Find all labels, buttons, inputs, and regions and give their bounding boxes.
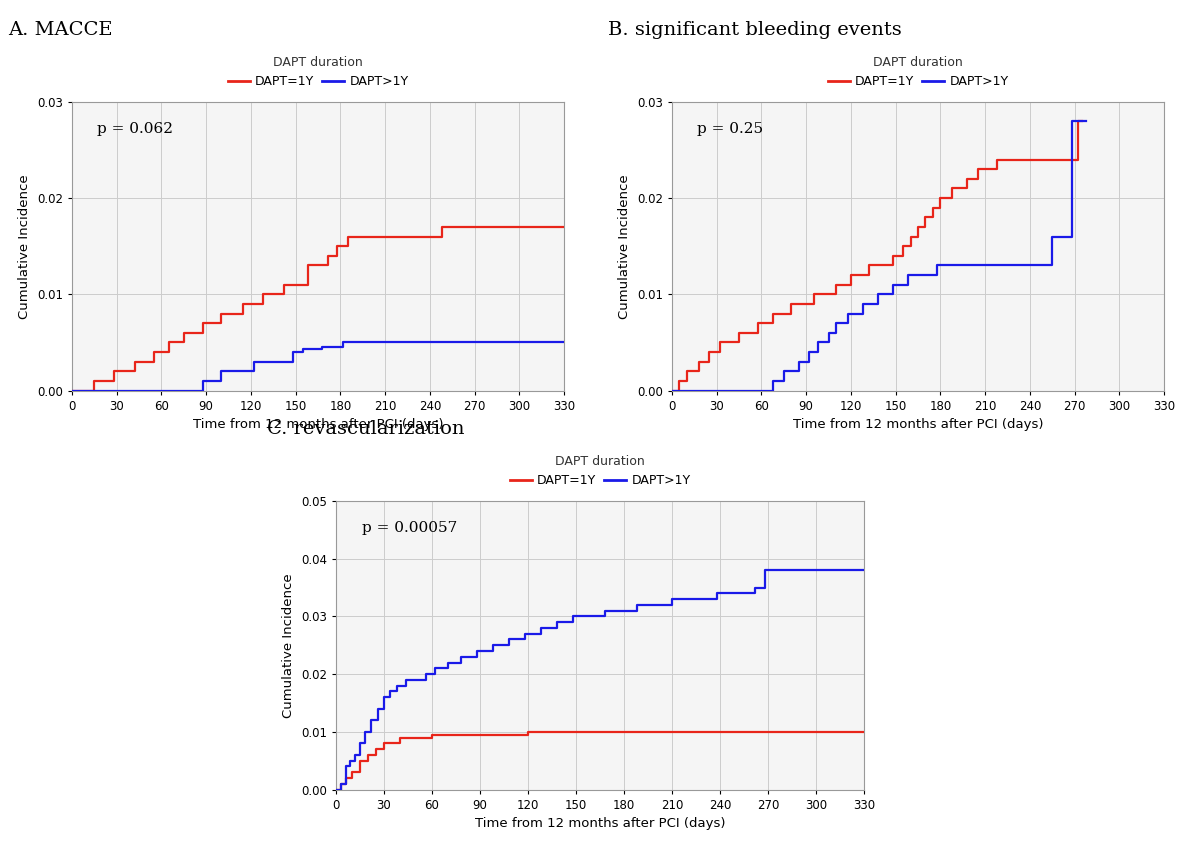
Y-axis label: Cumulative Incidence: Cumulative Incidence: [18, 174, 31, 318]
Legend: DAPT=1Y, DAPT>1Y: DAPT=1Y, DAPT>1Y: [828, 56, 1008, 88]
X-axis label: Time from 12 months after PCI (days): Time from 12 months after PCI (days): [475, 817, 725, 830]
Text: B. significant bleeding events: B. significant bleeding events: [608, 21, 901, 39]
Text: A. MACCE: A. MACCE: [8, 21, 113, 39]
Text: p = 0.00057: p = 0.00057: [362, 521, 457, 535]
Legend: DAPT=1Y, DAPT>1Y: DAPT=1Y, DAPT>1Y: [228, 56, 408, 88]
Y-axis label: Cumulative Incidence: Cumulative Incidence: [282, 573, 295, 717]
Y-axis label: Cumulative Incidence: Cumulative Incidence: [618, 174, 631, 318]
Text: p = 0.25: p = 0.25: [697, 122, 763, 136]
Text: p = 0.062: p = 0.062: [96, 122, 173, 136]
X-axis label: Time from 12 months after PCI (days): Time from 12 months after PCI (days): [793, 418, 1043, 431]
Text: C. revascularization: C. revascularization: [268, 420, 464, 438]
Legend: DAPT=1Y, DAPT>1Y: DAPT=1Y, DAPT>1Y: [510, 455, 690, 487]
X-axis label: Time from 12 months after PCI (days): Time from 12 months after PCI (days): [193, 418, 443, 431]
